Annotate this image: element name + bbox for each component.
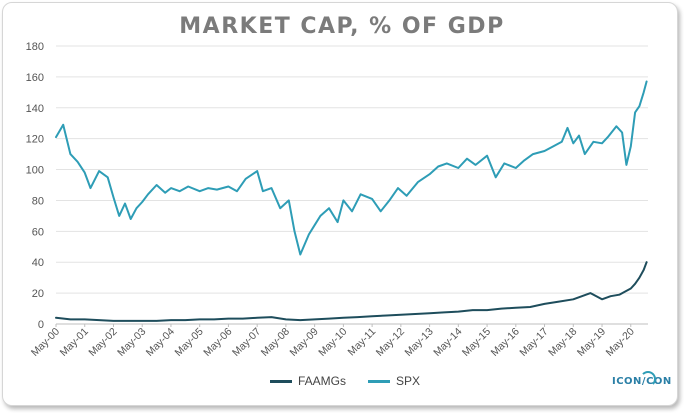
- x-tick-label-May-16: May-16: [489, 326, 522, 359]
- x-tick-label-May-13: May-13: [402, 326, 435, 359]
- x-tick-label-May-01: May-01: [58, 326, 91, 359]
- y-tick-label-20: 20: [32, 288, 44, 300]
- legend-item-faamgs: FAAMGs: [270, 374, 346, 388]
- x-tick-label-May-07: May-07: [230, 326, 263, 359]
- y-tick-label-80: 80: [32, 195, 44, 207]
- y-tick-label-40: 40: [32, 257, 44, 269]
- x-tick-label-May-03: May-03: [115, 326, 148, 359]
- legend-swatch-faamgs: [270, 379, 292, 383]
- x-tick-label-May-17: May-17: [517, 326, 550, 359]
- x-tick-label-May-09: May-09: [288, 326, 321, 359]
- y-tick-label-100: 100: [26, 165, 44, 177]
- y-tick-label-140: 140: [26, 103, 44, 115]
- x-tick-label-May-02: May-02: [86, 326, 119, 359]
- x-tick-label-May-12: May-12: [374, 326, 407, 359]
- y-tick-label-160: 160: [26, 72, 44, 84]
- chart-title: MARKET CAP, % OF GDP: [179, 14, 505, 39]
- x-tick-label-May-14: May-14: [431, 326, 464, 359]
- legend-item-spx: SPX: [368, 374, 420, 388]
- x-tick-label-May-15: May-15: [460, 326, 493, 359]
- x-tick-label-May-05: May-05: [173, 326, 206, 359]
- x-tick-label-May-08: May-08: [259, 326, 292, 359]
- x-tick-label-May-20: May-20: [604, 326, 637, 359]
- y-tick-label-180: 180: [26, 41, 44, 53]
- x-tick-label-May-11: May-11: [346, 326, 379, 359]
- x-tick-label-May-10: May-10: [316, 326, 349, 359]
- series-line-spx: [55, 80, 648, 256]
- legend-label-spx: SPX: [396, 374, 421, 388]
- x-tick-label-May-18: May-18: [546, 326, 579, 359]
- legend-label-faamgs: FAAMGs: [298, 374, 347, 388]
- x-tick-label-May-04: May-04: [144, 326, 177, 359]
- logo-ring-icon: [640, 371, 656, 387]
- y-tick-label-60: 60: [32, 226, 44, 238]
- x-tick-label-May-00: May-00: [29, 326, 62, 359]
- y-tick-label-120: 120: [26, 134, 44, 146]
- x-tick-label-May-06: May-06: [201, 326, 234, 359]
- brand-logo: ICON/CON: [612, 371, 672, 387]
- y-tick-label-0: 0: [38, 319, 44, 331]
- legend-swatch-spx: [368, 379, 391, 383]
- x-tick-label-May-19: May-19: [575, 326, 608, 359]
- series-line-faamgs: [55, 261, 648, 322]
- legend: FAAMGs SPX: [270, 374, 420, 388]
